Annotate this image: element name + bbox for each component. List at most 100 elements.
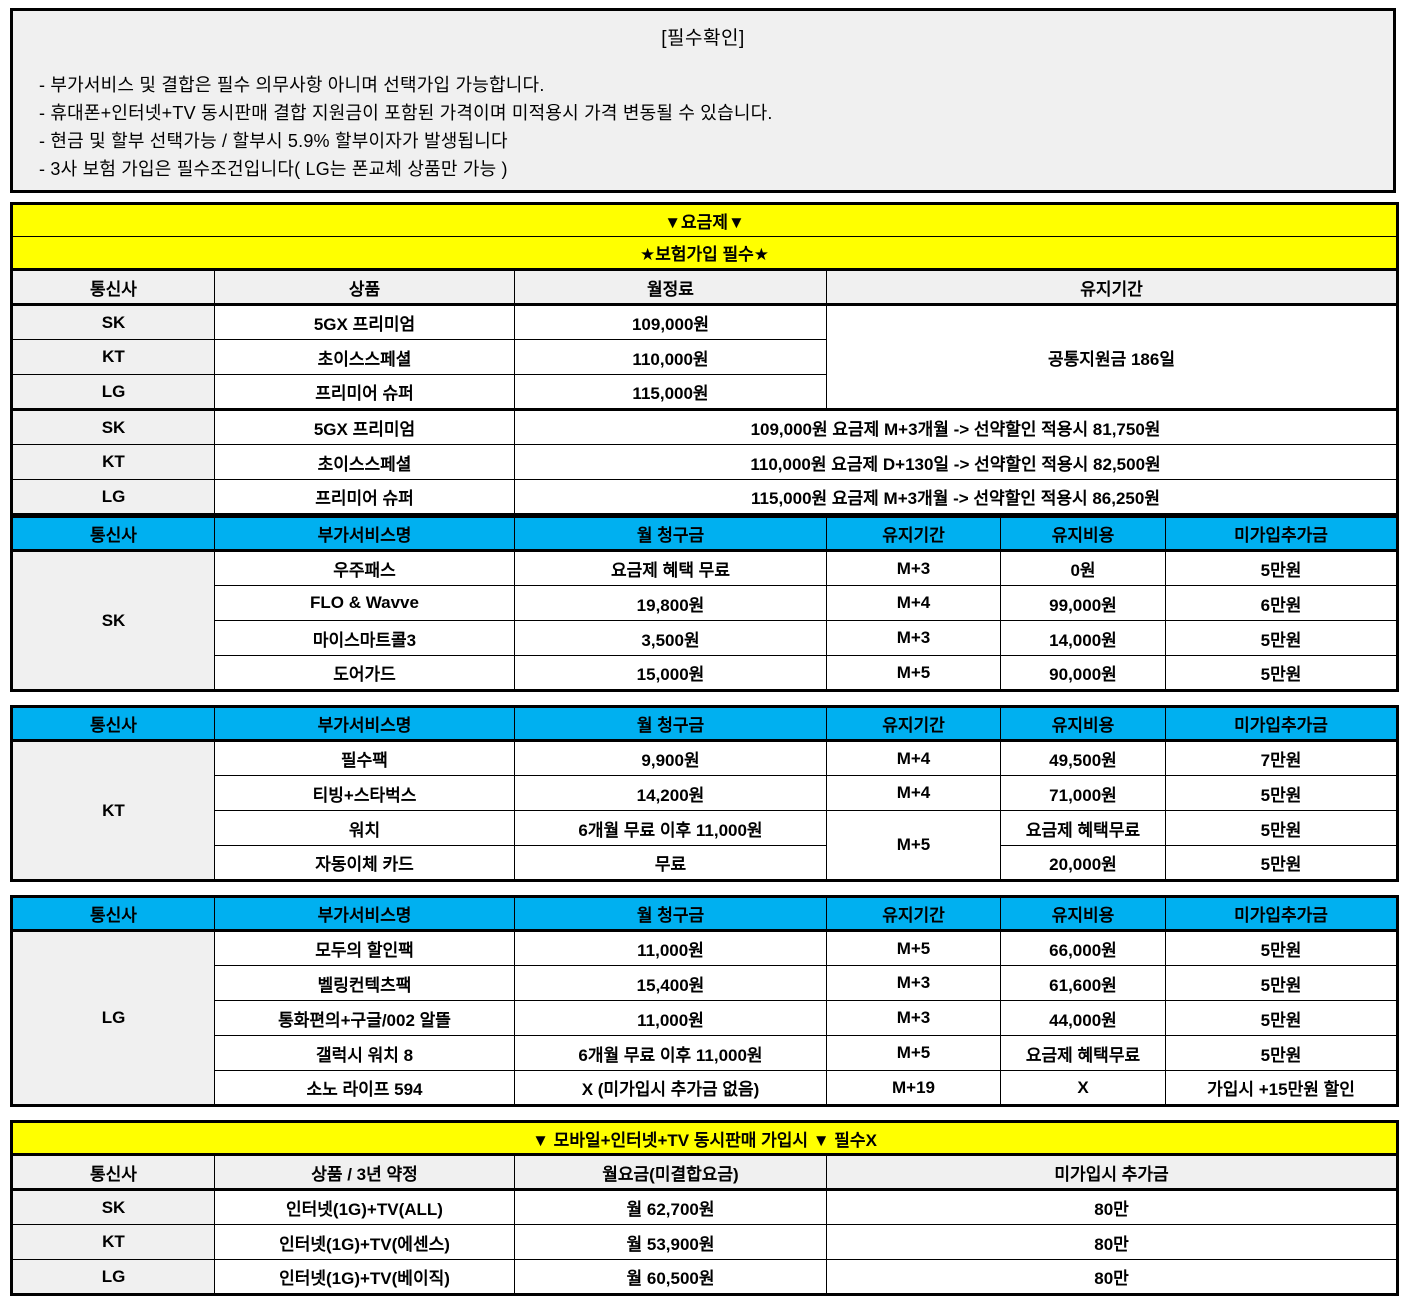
lg-header-period: 유지기간 — [826, 896, 1001, 931]
table-row: ★보험가입 필수★ — [10, 236, 1399, 270]
kt-header-penalty: 미가입추가금 — [1165, 706, 1398, 741]
kt-cell-cost: 71,000원 — [1000, 775, 1166, 811]
table-row: LG 프리미어 슈퍼 115,000원 요금제 M+3개월 -> 선약할인 적용… — [11, 479, 1399, 515]
sk-cell-service-name: 우주패스 — [214, 549, 515, 586]
kt-cell-cost: 20,000원 — [1000, 845, 1166, 881]
sk-cell-penalty: 6만원 — [1165, 585, 1398, 621]
plan-cell-product: 5GX 프리미엄 — [214, 408, 515, 445]
kt-cell-penalty: 7만원 — [1165, 739, 1398, 776]
table-row: 자동이체 카드 무료 20,000원 5만원 — [12, 845, 1398, 881]
kt-header-carrier: 통신사 — [11, 706, 215, 741]
kt-cell-service-name: 필수팩 — [214, 739, 515, 776]
table-row: ▼요금제▼ — [10, 203, 1399, 237]
lg-cell-cost: 44,000원 — [1000, 1000, 1166, 1036]
sk-cell-monthly: 15,000원 — [514, 655, 827, 691]
table-row: SK 5GX 프리미엄 109,000원 요금제 M+3개월 -> 선약할인 적… — [11, 408, 1399, 445]
plan-cell-monthly: 115,000원 — [514, 374, 827, 410]
notice-line: - 휴대폰+인터넷+TV 동시판매 결합 지원금이 포함된 가격이며 미적용시 … — [39, 102, 773, 123]
plan-cell-carrier: SK — [11, 408, 215, 445]
kt-cell-penalty: 5만원 — [1165, 810, 1398, 846]
sk-cell-penalty: 5만원 — [1165, 655, 1398, 691]
combo-cell-carrier: SK — [11, 1188, 215, 1225]
sk-cell-cost: 0원 — [1000, 549, 1166, 586]
lg-cell-monthly: 6개월 무료 이후 11,000원 — [514, 1035, 827, 1071]
combo-header-product: 상품 / 3년 약정 — [214, 1153, 515, 1190]
lg-cell-carrier: LG — [11, 929, 215, 1106]
plan-cell-carrier: LG — [11, 374, 215, 410]
kt-cell-carrier: KT — [11, 739, 215, 881]
table-header-row: 통신사 부가서비스명 월 청구금 유지기간 유지비용 미가입추가금 — [11, 706, 1398, 741]
lg-cell-cost: 요금제 혜택무료 — [1000, 1035, 1166, 1071]
table-row: KT 필수팩 9,900원 M+4 49,500원 7만원 — [11, 739, 1398, 881]
lg-header-carrier: 통신사 — [11, 896, 215, 931]
lg-cell-monthly: 11,000원 — [514, 929, 827, 966]
combo-cell-penalty: 80만 — [825, 1188, 1399, 1225]
plan-cell-carrier: KT — [11, 339, 215, 375]
sk-cell-period: M+3 — [826, 620, 1001, 656]
combo-cell-carrier: LG — [11, 1259, 215, 1295]
plan-header-carrier: 통신사 — [11, 268, 215, 305]
plan-banner-yogeumje: ▼요금제▼ — [10, 203, 1399, 237]
lg-cell-service-name: 모두의 할인팩 — [214, 929, 515, 966]
table-header-row: 통신사 상품 / 3년 약정 월요금(미결합요금) 미가입시 추가금 — [11, 1153, 1399, 1190]
kt-cell-period: M+4 — [826, 739, 1001, 776]
table-row: SK 우주패스 요금제 혜택 무료 M+3 0원 5만원 — [11, 549, 1398, 691]
table-row: 티빙+스타벅스 14,200원 M+4 71,000원 5만원 — [12, 775, 1398, 811]
lg-header-maintain-cost: 유지비용 — [1000, 896, 1166, 931]
kt-cell-service-name: 티빙+스타벅스 — [214, 775, 515, 811]
kt-cell-cost: 요금제 혜택무료 — [1000, 810, 1166, 846]
sk-cell-service-name: 도어가드 — [214, 655, 515, 691]
combo-cell-penalty: 80만 — [825, 1224, 1399, 1260]
plan-cell-carrier: SK — [11, 303, 215, 340]
combo-cell-carrier: KT — [11, 1224, 215, 1260]
sk-header-carrier: 통신사 — [11, 516, 215, 551]
sk-cell-service-name: 마이스마트콜3 — [214, 620, 515, 656]
combo-cell-monthly: 월 60,500원 — [514, 1259, 827, 1295]
sk-header-monthly-charge: 월 청구금 — [514, 516, 827, 551]
lg-cell-period: M+3 — [826, 1000, 1001, 1036]
sk-header-period: 유지기간 — [826, 516, 1001, 551]
combo-banner: ▼ 모바일+인터넷+TV 동시판매 가입시 ▼ 필수X — [10, 1121, 1399, 1155]
sk-cell-monthly: 요금제 혜택 무료 — [514, 549, 827, 586]
kt-header-maintain-cost: 유지비용 — [1000, 706, 1166, 741]
table-row: LG 프리미어 슈퍼 115,000원 — [11, 374, 1398, 410]
sk-cell-period: M+3 — [826, 549, 1001, 586]
lg-cell-cost: 66,000원 — [1000, 929, 1166, 966]
sk-cell-monthly: 3,500원 — [514, 620, 827, 656]
lg-cell-service-name: 벨링컨텍츠팩 — [214, 965, 515, 1001]
lg-cell-service-name: 갤럭시 워치 8 — [214, 1035, 515, 1071]
kt-cell-monthly: 6개월 무료 이후 11,000원 — [514, 810, 827, 846]
kt-header-period: 유지기간 — [826, 706, 1001, 741]
combo-cell-product: 인터넷(1G)+TV(베이직) — [214, 1259, 515, 1295]
plan-cell-discount-detail: 110,000원 요금제 D+130일 -> 선약할인 적용시 82,500원 — [513, 444, 1399, 480]
kt-cell-period: M+4 — [826, 775, 1001, 811]
table-row: SK 인터넷(1G)+TV(ALL) 월 62,700원 80만 — [11, 1188, 1399, 1225]
table-row: 통화편의+구글/002 알뜰 11,000원 M+3 44,000원 5만원 — [12, 1000, 1398, 1036]
plan-cell-product: 초이스스페셜 — [214, 444, 515, 480]
lg-cell-monthly: 11,000원 — [514, 1000, 827, 1036]
kt-cell-monthly: 9,900원 — [514, 739, 827, 776]
kt-cell-service-name: 워치 — [214, 810, 515, 846]
notice-line-list: - 부가서비스 및 결합은 필수 의무사항 아니며 선택가입 가능합니다. - … — [13, 72, 1393, 184]
table-row: 도어가드 15,000원 M+5 90,000원 5만원 — [12, 655, 1398, 691]
combo-header-carrier: 통신사 — [11, 1153, 215, 1190]
sk-cell-cost: 14,000원 — [1000, 620, 1166, 656]
lg-cell-period: M+5 — [826, 929, 1001, 966]
lg-cell-monthly: X (미가입시 추가금 없음) — [514, 1070, 827, 1106]
combo-cell-monthly: 월 62,700원 — [514, 1188, 827, 1225]
kt-cell-monthly: 14,200원 — [514, 775, 827, 811]
lg-cell-monthly: 15,400원 — [514, 965, 827, 1001]
lg-cell-penalty: 5만원 — [1165, 1035, 1398, 1071]
table-row: KT 인터넷(1G)+TV(에센스) 월 53,900원 80만 — [11, 1224, 1399, 1260]
combo-header-monthly: 월요금(미결합요금) — [514, 1153, 827, 1190]
table-header-row: 통신사 부가서비스명 월 청구금 유지기간 유지비용 미가입추가금 — [11, 896, 1398, 931]
lg-cell-penalty: 가입시 +15만원 할인 — [1165, 1070, 1398, 1106]
kt-cell-period-merged: M+5 — [826, 810, 1001, 881]
plan-cell-monthly: 110,000원 — [514, 339, 827, 375]
plan-cell-carrier: KT — [11, 444, 215, 480]
lg-cell-cost: X — [1000, 1070, 1166, 1106]
table-row: LG 인터넷(1G)+TV(베이직) 월 60,500원 80만 — [11, 1259, 1399, 1295]
plan-cell-carrier: LG — [11, 479, 215, 515]
kt-header-service-name: 부가서비스명 — [214, 706, 515, 741]
